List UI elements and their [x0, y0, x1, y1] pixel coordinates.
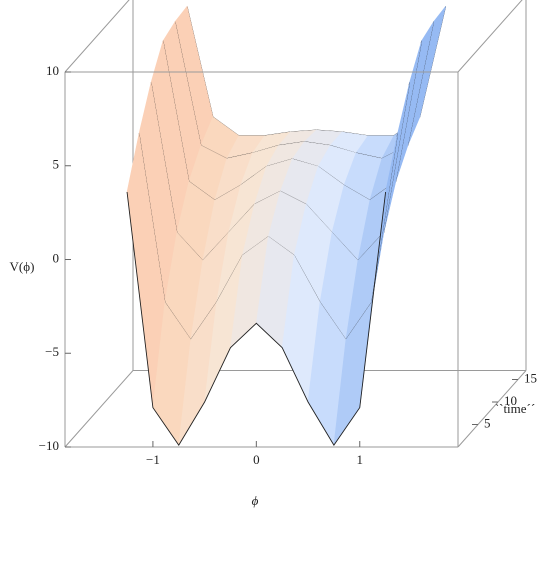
- z-tick-label: 10: [504, 393, 517, 408]
- x-tick-label: 1: [357, 452, 364, 467]
- surface-line: [126, 191, 387, 446]
- surface-patch: [395, 21, 434, 182]
- z-axis-label: ``time´´: [495, 401, 535, 416]
- box-edge: [64, 370, 134, 448]
- y-axis-label: V(ϕ): [10, 259, 35, 274]
- box-edge: [457, 370, 527, 448]
- z-tick-label: 15: [524, 370, 537, 385]
- z-tick-label: 5: [484, 415, 491, 430]
- y-tick-label: 10: [46, 63, 59, 78]
- box-edge: [64, 0, 130, 73]
- x-tick-label: −1: [146, 452, 160, 467]
- box-edge: [457, 0, 523, 73]
- y-tick-label: −5: [45, 344, 59, 359]
- x-axis-label: ϕ: [252, 493, 259, 508]
- y-tick-label: −10: [39, 438, 59, 453]
- y-tick-label: 0: [53, 250, 60, 265]
- y-tick-label: 5: [53, 157, 60, 172]
- x-tick-label: 0: [253, 452, 260, 467]
